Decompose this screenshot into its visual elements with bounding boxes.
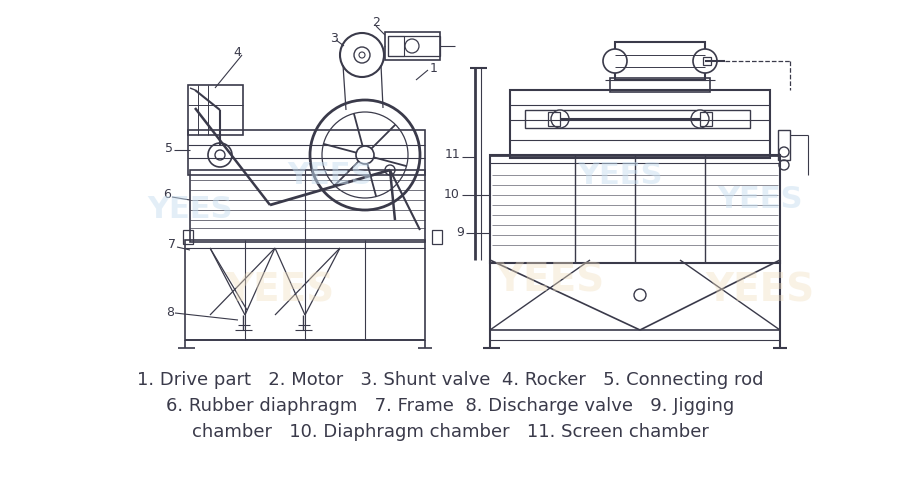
Bar <box>188 130 425 175</box>
Bar <box>185 240 425 340</box>
Bar <box>183 230 193 244</box>
Bar <box>703 57 711 65</box>
Text: 3: 3 <box>330 31 338 44</box>
Text: 2: 2 <box>372 15 380 28</box>
Circle shape <box>634 289 646 301</box>
Bar <box>548 112 560 126</box>
Bar <box>432 230 442 244</box>
Text: 6. Rubber diaphragm   7. Frame  8. Discharge valve   9. Jigging: 6. Rubber diaphragm 7. Frame 8. Discharg… <box>166 397 734 415</box>
Bar <box>490 155 780 263</box>
Text: 7: 7 <box>168 239 176 252</box>
Circle shape <box>551 110 569 128</box>
Bar <box>525 110 750 128</box>
Text: YEES: YEES <box>225 271 335 309</box>
Bar <box>510 90 770 158</box>
Text: 4: 4 <box>233 45 241 58</box>
Bar <box>190 170 425 242</box>
Text: 8: 8 <box>166 306 174 319</box>
Text: 11: 11 <box>445 148 460 161</box>
Bar <box>388 36 440 56</box>
Bar <box>700 112 712 126</box>
Circle shape <box>356 146 374 164</box>
Text: 5: 5 <box>165 142 173 155</box>
Bar <box>610 78 710 92</box>
Text: 1: 1 <box>430 62 438 75</box>
Bar <box>615 42 705 80</box>
Circle shape <box>603 49 627 73</box>
Text: YEES: YEES <box>717 186 803 214</box>
Text: 10: 10 <box>444 188 460 201</box>
Bar <box>385 32 440 60</box>
Text: 6: 6 <box>163 188 171 201</box>
Text: chamber   10. Diaphragm chamber   11. Screen chamber: chamber 10. Diaphragm chamber 11. Screen… <box>192 423 708 441</box>
Text: YEES: YEES <box>495 261 605 299</box>
Text: YEES: YEES <box>706 271 814 309</box>
Bar <box>778 130 790 160</box>
Text: YEES: YEES <box>148 196 233 225</box>
Text: YEES: YEES <box>577 161 662 189</box>
Bar <box>388 36 404 56</box>
Text: YEES: YEES <box>287 161 373 189</box>
Text: 9: 9 <box>456 227 464 240</box>
Bar <box>188 85 243 135</box>
Text: 1. Drive part   2. Motor   3. Shunt valve  4. Rocker   5. Connecting rod: 1. Drive part 2. Motor 3. Shunt valve 4.… <box>137 371 763 389</box>
Circle shape <box>693 49 717 73</box>
Circle shape <box>691 110 709 128</box>
